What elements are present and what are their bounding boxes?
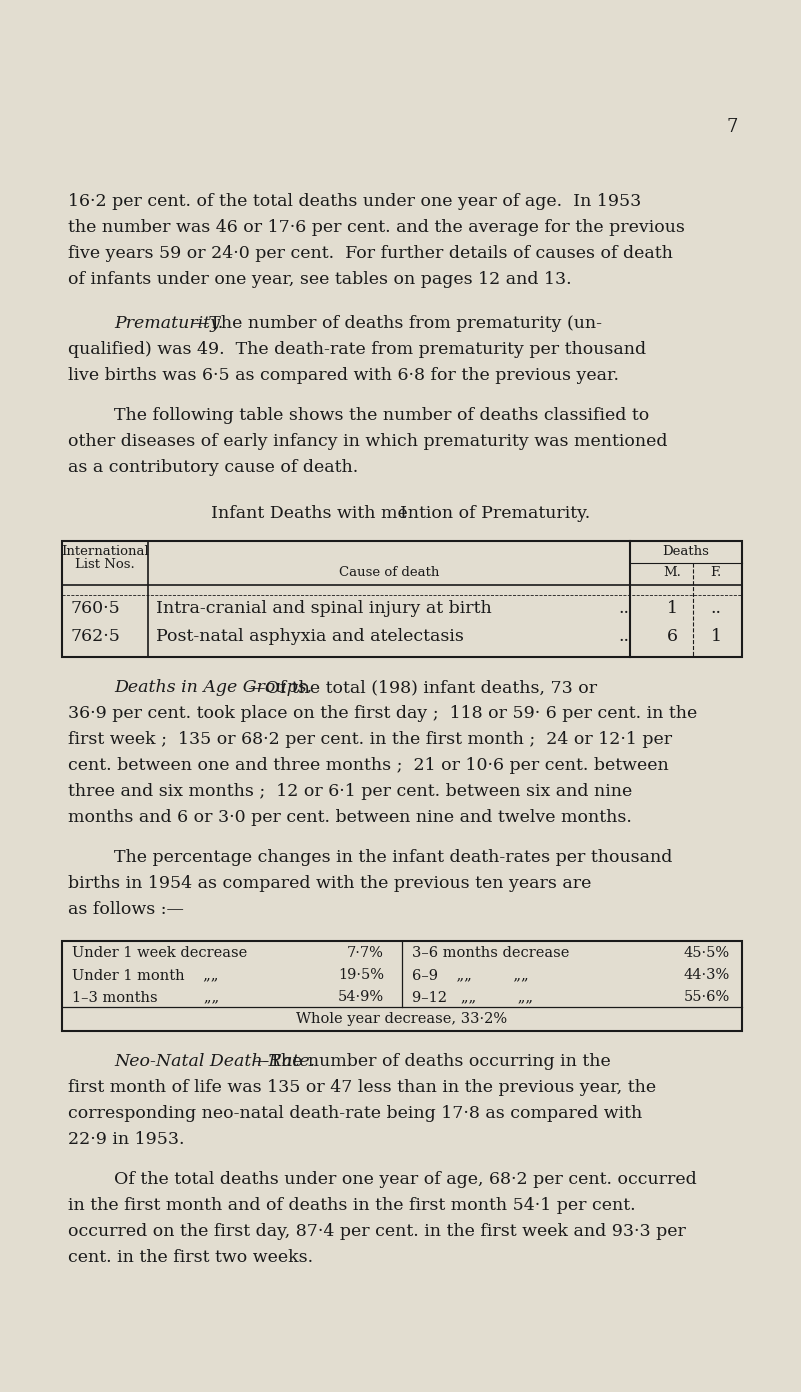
Text: Whole year decrease, 33·2%: Whole year decrease, 33·2% (296, 1012, 508, 1026)
Text: 55·6%: 55·6% (684, 990, 730, 1004)
Text: The following table shows the number of deaths classified to: The following table shows the number of … (114, 406, 650, 425)
Text: 16·2 per cent. of the total deaths under one year of age.  In 1953: 16·2 per cent. of the total deaths under… (68, 193, 642, 210)
Text: 3–6 months decrease: 3–6 months decrease (412, 947, 570, 960)
Text: The percentage changes in the infant death-rates per thousand: The percentage changes in the infant dea… (114, 849, 672, 866)
Text: M.: M. (663, 567, 681, 579)
Text: Prematurity.: Prematurity. (114, 315, 223, 333)
Text: five years 59 or 24·0 per cent.  For further details of causes of death: five years 59 or 24·0 per cent. For furt… (68, 245, 673, 262)
Text: first month of life was 135 or 47 less than in the previous year, the: first month of life was 135 or 47 less t… (68, 1079, 656, 1096)
Text: —Of the total (198) infant deaths, 73 or: —Of the total (198) infant deaths, 73 or (248, 679, 597, 696)
Text: 54·9%: 54·9% (338, 990, 384, 1004)
Text: Neo-Natal Death-Rate.: Neo-Natal Death-Rate. (114, 1052, 315, 1070)
Text: —The number of deaths occurring in the: —The number of deaths occurring in the (252, 1052, 610, 1070)
Text: Intra-cranial and spinal injury at birth: Intra-cranial and spinal injury at birth (156, 600, 492, 617)
Text: live births was 6·5 as compared with 6·8 for the previous year.: live births was 6·5 as compared with 6·8… (68, 367, 619, 384)
Text: as a contributory cause of death.: as a contributory cause of death. (68, 459, 358, 476)
Text: months and 6 or 3·0 per cent. between nine and twelve months.: months and 6 or 3·0 per cent. between ni… (68, 809, 632, 825)
Text: 7·7%: 7·7% (347, 947, 384, 960)
Text: of infants under one year, see tables on pages 12 and 13.: of infants under one year, see tables on… (68, 271, 572, 288)
Text: Cause of death: Cause of death (339, 567, 439, 579)
Text: as follows :—: as follows :— (68, 901, 184, 917)
Text: births in 1954 as compared with the previous ten years are: births in 1954 as compared with the prev… (68, 876, 591, 892)
Text: occurred on the first day, 87·4 per cent. in the first week and 93·3 per: occurred on the first day, 87·4 per cent… (68, 1224, 686, 1240)
Text: cent. between one and three months ;  21 or 10·6 per cent. between: cent. between one and three months ; 21 … (68, 757, 669, 774)
Text: 1–3 months          „„: 1–3 months „„ (72, 990, 219, 1004)
Text: Of the total deaths under one year of age, 68·2 per cent. occurred: Of the total deaths under one year of ag… (114, 1171, 697, 1187)
Text: ..: .. (618, 628, 629, 644)
Bar (62, 541, 742, 657)
Text: Deaths in Age Groups.: Deaths in Age Groups. (114, 679, 312, 696)
Text: 762·5: 762·5 (70, 628, 120, 644)
Text: 1: 1 (666, 600, 678, 617)
Text: cent. in the first two weeks.: cent. in the first two weeks. (68, 1249, 313, 1265)
Text: corresponding neo-natal death-rate being 17·8 as compared with: corresponding neo-natal death-rate being… (68, 1105, 642, 1122)
Text: 9–12   „„         „„: 9–12 „„ „„ (412, 990, 533, 1004)
Text: —The number of deaths from prematurity (un-: —The number of deaths from prematurity (… (192, 315, 602, 333)
Bar (62, 941, 742, 1031)
Text: Deaths: Deaths (662, 546, 710, 558)
Text: ..: .. (618, 600, 629, 617)
Text: 45·5%: 45·5% (684, 947, 730, 960)
Text: first week ;  135 or 68·2 per cent. in the first month ;  24 or 12·1 per: first week ; 135 or 68·2 per cent. in th… (68, 731, 672, 748)
Text: 6–9    „„         „„: 6–9 „„ „„ (412, 967, 529, 981)
Text: the number was 46 or 17·6 per cent. and the average for the previous: the number was 46 or 17·6 per cent. and … (68, 219, 685, 237)
Text: I: I (400, 505, 407, 522)
Text: 6: 6 (666, 628, 678, 644)
Text: 760·5: 760·5 (70, 600, 120, 617)
Text: 19·5%: 19·5% (338, 967, 384, 981)
Text: in the first month and of deaths in the first month 54·1 per cent.: in the first month and of deaths in the … (68, 1197, 636, 1214)
Text: International: International (61, 546, 149, 558)
Text: ..: .. (710, 600, 722, 617)
Text: F.: F. (710, 567, 722, 579)
Text: List Nos.: List Nos. (75, 558, 135, 571)
Text: 22·9 in 1953.: 22·9 in 1953. (68, 1130, 184, 1148)
Text: other diseases of early infancy in which prematurity was mentioned: other diseases of early infancy in which… (68, 433, 667, 450)
Text: Infant Deaths with mention of Prematurity.: Infant Deaths with mention of Prematurit… (211, 505, 590, 522)
Text: 36·9 per cent. took place on the first day ;  118 or 59· 6 per cent. in the: 36·9 per cent. took place on the first d… (68, 704, 697, 722)
Text: Under 1 week decrease: Under 1 week decrease (72, 947, 248, 960)
Text: Under 1 month    „„: Under 1 month „„ (72, 967, 219, 981)
Text: three and six months ;  12 or 6·1 per cent. between six and nine: three and six months ; 12 or 6·1 per cen… (68, 782, 632, 800)
Text: qualified) was 49.  The death-rate from prematurity per thousand: qualified) was 49. The death-rate from p… (68, 341, 646, 358)
Text: Post-natal asphyxia and atelectasis: Post-natal asphyxia and atelectasis (156, 628, 464, 644)
Text: 7: 7 (726, 118, 738, 136)
Text: 44·3%: 44·3% (684, 967, 730, 981)
Text: 1: 1 (710, 628, 722, 644)
